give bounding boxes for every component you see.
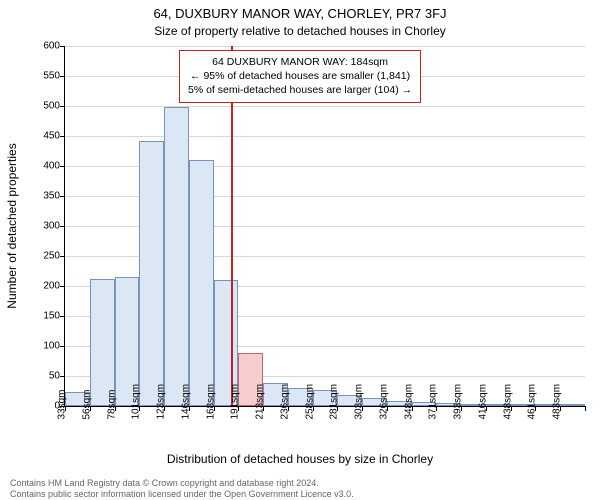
ytick-label: 300	[20, 221, 60, 232]
histogram-plot: 64 DUXBURY MANOR WAY: 184sqm ← 95% of de…	[64, 46, 585, 407]
xtick-mark	[585, 406, 586, 411]
ytick-mark	[60, 166, 65, 167]
ytick-mark	[60, 46, 65, 47]
marker-info-box: 64 DUXBURY MANOR WAY: 184sqm ← 95% of de…	[179, 50, 421, 103]
footer-line-1: Contains HM Land Registry data © Crown c…	[10, 478, 354, 488]
footer-attribution: Contains HM Land Registry data © Crown c…	[10, 478, 354, 499]
ytick-label: 400	[20, 161, 60, 172]
ytick-label: 50	[20, 371, 60, 382]
ytick-mark	[60, 76, 65, 77]
info-line-1: 64 DUXBURY MANOR WAY: 184sqm	[188, 55, 412, 69]
gridline	[65, 136, 585, 137]
y-axis-label: Number of detached properties	[5, 143, 19, 308]
footer-line-2: Contains public sector information licen…	[10, 489, 354, 499]
ytick-label: 100	[20, 341, 60, 352]
ytick-label: 550	[20, 71, 60, 82]
ytick-label: 150	[20, 311, 60, 322]
gridline	[65, 106, 585, 107]
ytick-label: 250	[20, 251, 60, 262]
ytick-label: 350	[20, 191, 60, 202]
ytick-label: 450	[20, 131, 60, 142]
ytick-mark	[60, 196, 65, 197]
chart-subtitle: Size of property relative to detached ho…	[0, 24, 600, 38]
ytick-mark	[60, 136, 65, 137]
info-line-2: ← 95% of detached houses are smaller (1,…	[188, 69, 412, 83]
histogram-bar	[164, 107, 189, 406]
page-title: 64, DUXBURY MANOR WAY, CHORLEY, PR7 3FJ	[0, 6, 600, 21]
ytick-mark	[60, 286, 65, 287]
ytick-label: 200	[20, 281, 60, 292]
ytick-mark	[60, 256, 65, 257]
histogram-bar	[189, 160, 214, 406]
ytick-mark	[60, 346, 65, 347]
x-axis-label: Distribution of detached houses by size …	[0, 452, 600, 466]
ytick-mark	[60, 106, 65, 107]
histogram-bar	[90, 279, 115, 406]
ytick-label: 500	[20, 101, 60, 112]
info-line-3: 5% of semi-detached houses are larger (1…	[188, 83, 412, 97]
ytick-mark	[60, 316, 65, 317]
ytick-mark	[60, 376, 65, 377]
gridline	[65, 46, 585, 47]
histogram-bar	[560, 404, 585, 406]
ytick-label: 600	[20, 41, 60, 52]
ytick-label: 0	[20, 401, 60, 412]
histogram-bar	[139, 141, 164, 406]
ytick-mark	[60, 226, 65, 227]
